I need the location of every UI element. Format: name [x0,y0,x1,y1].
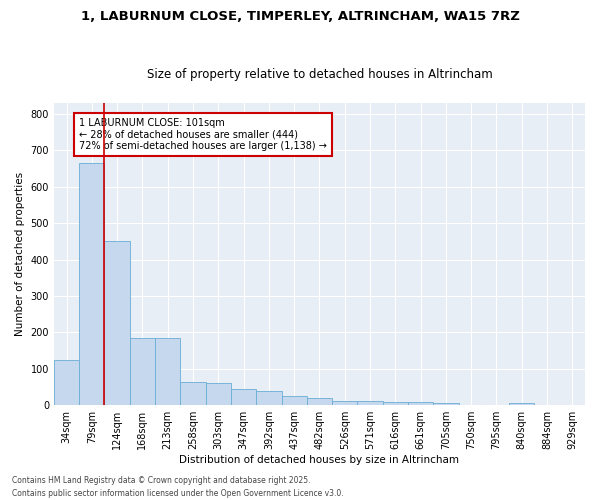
Bar [256,390,281,405]
Y-axis label: Number of detached properties: Number of detached properties [15,172,25,336]
Bar [155,338,181,405]
Bar [206,384,231,405]
Bar [54,360,79,405]
Title: Size of property relative to detached houses in Altrincham: Size of property relative to detached ho… [146,68,493,81]
Bar [79,163,104,405]
Bar [332,401,358,405]
Text: Contains HM Land Registry data © Crown copyright and database right 2025.
Contai: Contains HM Land Registry data © Crown c… [12,476,344,498]
Text: 1 LABURNUM CLOSE: 101sqm
← 28% of detached houses are smaller (444)
72% of semi-: 1 LABURNUM CLOSE: 101sqm ← 28% of detach… [79,118,327,151]
Bar [307,398,332,405]
Bar [181,382,206,405]
Bar [358,401,383,405]
Bar [433,404,458,405]
Bar [509,404,535,405]
Bar [130,338,155,405]
Text: 1, LABURNUM CLOSE, TIMPERLEY, ALTRINCHAM, WA15 7RZ: 1, LABURNUM CLOSE, TIMPERLEY, ALTRINCHAM… [80,10,520,23]
Bar [383,402,408,405]
Bar [231,389,256,405]
X-axis label: Distribution of detached houses by size in Altrincham: Distribution of detached houses by size … [179,455,460,465]
Bar [281,396,307,405]
Bar [104,242,130,405]
Bar [408,402,433,405]
